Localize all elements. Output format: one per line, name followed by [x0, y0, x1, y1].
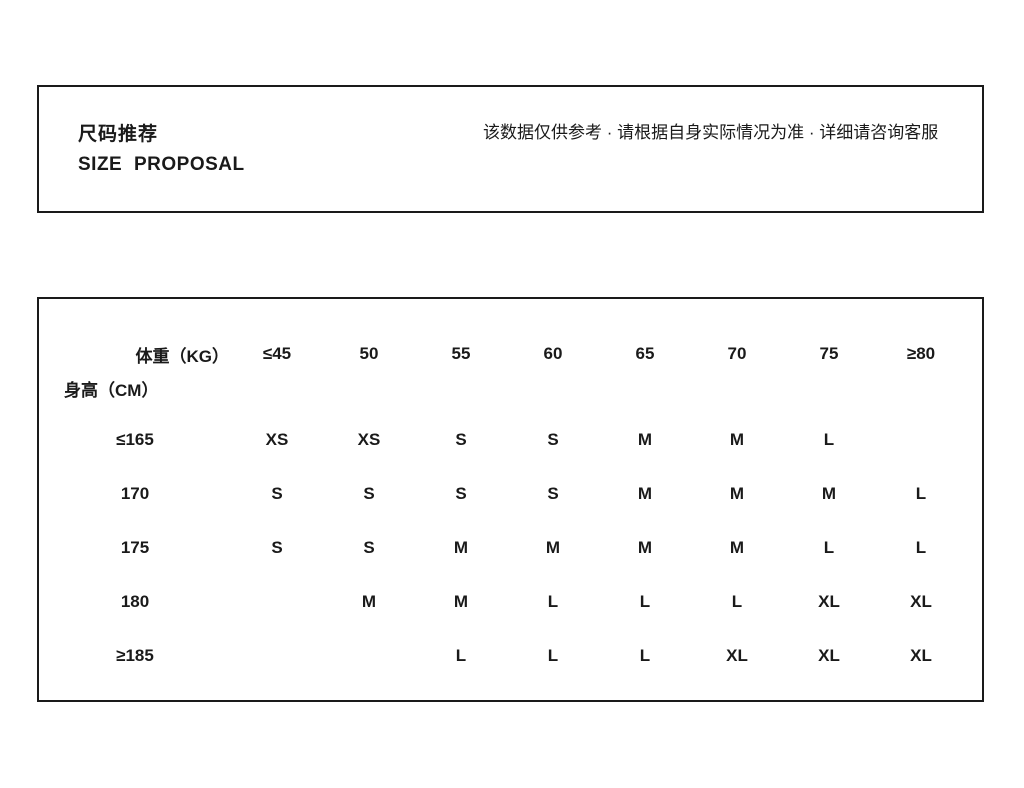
size-cell: S [547, 484, 559, 503]
size-cell: L [915, 484, 927, 503]
size-cell: L [823, 538, 835, 557]
size-cell: XL [910, 646, 932, 665]
size-cell: XS [265, 430, 289, 449]
table-row: 180 M M L L L XL XL [39, 575, 982, 629]
size-cell: S [455, 484, 467, 503]
weight-header-cell: ≥80 [906, 344, 936, 363]
page-title-en: SIZE PROPOSAL [78, 154, 245, 175]
weight-header-cell: 50 [359, 344, 379, 363]
size-cell: M [453, 592, 469, 611]
table-header-row-weight: 体重（KG） ≤45 50 55 60 65 70 75 ≥80 [39, 337, 982, 371]
corner-label-weight: 体重（KG） [135, 346, 230, 366]
height-row-label: ≥185 [116, 646, 154, 665]
size-cell: S [363, 484, 375, 503]
height-row-label: 175 [120, 538, 150, 557]
size-cell: M [729, 430, 745, 449]
size-cell: S [271, 484, 283, 503]
size-cell: S [271, 538, 283, 557]
size-cell: L [823, 430, 835, 449]
height-row-label: ≤165 [116, 430, 154, 449]
size-cell: XL [818, 592, 840, 611]
table-row: 175 S S M M M M L L [39, 521, 982, 575]
size-cell: S [455, 430, 467, 449]
size-cell: M [361, 592, 377, 611]
size-cell: M [453, 538, 469, 557]
size-cell: L [915, 538, 927, 557]
size-cell: L [639, 592, 651, 611]
table-row: ≤165 XS XS S S M M L [39, 413, 982, 467]
page-title-zh: 尺码推荐 [78, 124, 159, 145]
size-cell: L [547, 592, 559, 611]
size-cell: M [821, 484, 837, 503]
size-cell: S [547, 430, 559, 449]
size-table-panel: 体重（KG） ≤45 50 55 60 65 70 75 ≥80 身高（CM） … [37, 297, 984, 702]
weight-header-cell: 55 [451, 344, 471, 363]
size-cell: M [729, 484, 745, 503]
table-row: ≥185 L L L XL XL XL [39, 629, 982, 683]
height-row-label: 170 [120, 484, 150, 503]
table-row: 170 S S S S M M M L [39, 467, 982, 521]
size-cell: XL [726, 646, 748, 665]
weight-header-cell: 75 [819, 344, 839, 363]
size-cell: L [731, 592, 743, 611]
size-cell: L [547, 646, 559, 665]
size-cell: M [637, 538, 653, 557]
size-cell: XL [910, 592, 932, 611]
size-cell: XL [818, 646, 840, 665]
title-block: 尺码推荐 SIZE PROPOSAL [78, 120, 245, 180]
size-cell: L [639, 646, 651, 665]
weight-header-cell: 65 [635, 344, 655, 363]
size-cell: XS [357, 430, 381, 449]
height-row-label: 180 [120, 592, 150, 611]
size-cell: M [637, 430, 653, 449]
size-cell: M [637, 484, 653, 503]
size-cell: L [455, 646, 467, 665]
corner-label-height: 身高（CM） [64, 380, 159, 400]
disclaimer-text: 该数据仅供参考 · 请根据自身实际情况为准 · 详细请咨询客服 [483, 123, 939, 142]
weight-header-cell: 60 [543, 344, 563, 363]
size-proposal-header-panel: 尺码推荐 SIZE PROPOSAL 该数据仅供参考 · 请根据自身实际情况为准… [37, 85, 984, 213]
header-spacer [39, 405, 982, 413]
weight-header-cell: ≤45 [262, 344, 292, 363]
size-cell: M [729, 538, 745, 557]
size-cell: S [363, 538, 375, 557]
size-cell: M [545, 538, 561, 557]
size-table: 体重（KG） ≤45 50 55 60 65 70 75 ≥80 身高（CM） … [39, 299, 982, 683]
table-header-row-height: 身高（CM） [39, 371, 982, 405]
weight-header-cell: 70 [727, 344, 747, 363]
